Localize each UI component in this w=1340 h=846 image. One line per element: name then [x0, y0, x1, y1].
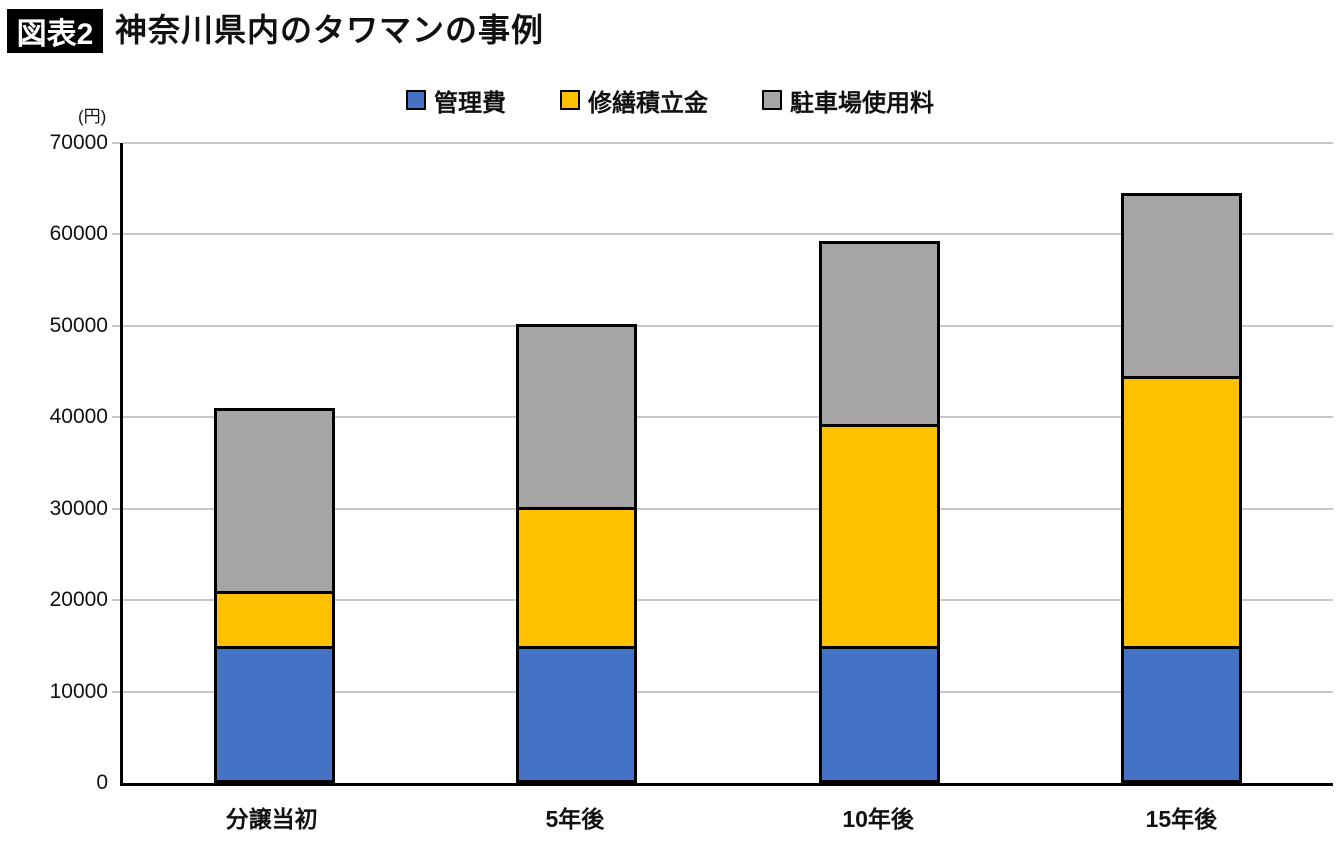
- gridline: [123, 507, 1333, 510]
- legend-label: 管理費: [434, 89, 506, 117]
- y-tick-mark: [112, 324, 120, 327]
- bar-slot-3: [1031, 143, 1334, 783]
- bar-slot-2: [728, 143, 1031, 783]
- legend-label: 駐車場使用料: [790, 89, 934, 117]
- bar-segment-駐車場使用料: [516, 324, 638, 510]
- plot-area: [112, 142, 1333, 786]
- stacked-bar-3: [1121, 143, 1243, 783]
- bar-slot-1: [426, 143, 729, 783]
- y-tick-label: 40000: [49, 405, 108, 429]
- figure-badge: 図表2: [7, 9, 103, 53]
- bar-slot-0: [123, 143, 426, 783]
- x-axis: 分譲当初 5年後 10年後 15年後: [120, 800, 1333, 834]
- gridline: [123, 416, 1333, 419]
- bar-segment-駐車場使用料: [1121, 193, 1243, 380]
- legend-swatch-icon: [762, 90, 782, 110]
- y-tick-mark: [112, 690, 120, 693]
- y-tick-mark: [112, 233, 120, 236]
- y-tick-label: 30000: [49, 496, 108, 520]
- y-tick-label: 20000: [49, 588, 108, 612]
- bar-segment-駐車場使用料: [818, 240, 940, 427]
- gridline: [123, 690, 1333, 693]
- gridline: [123, 142, 1333, 144]
- legend-item-1: 修繕積立金: [560, 83, 708, 118]
- stacked-bar-0: [213, 143, 335, 783]
- x-tick-label-3: 15年後: [1145, 806, 1218, 832]
- bar-segment-修繕積立金: [1121, 376, 1243, 649]
- stacked-bar-2: [818, 143, 940, 783]
- legend-swatch-icon: [560, 90, 580, 110]
- bar-segment-管理費: [818, 645, 940, 783]
- bar-segment-修繕積立金: [213, 591, 335, 649]
- x-tick-label-2: 10年後: [842, 806, 914, 832]
- bar-segment-管理費: [1121, 645, 1243, 783]
- figure-header: 図表2 神奈川県内のタワマンの事例: [7, 8, 544, 54]
- bar-segment-駐車場使用料: [213, 408, 335, 595]
- legend-label: 修繕積立金: [588, 89, 708, 117]
- y-tick-label: 70000: [49, 131, 108, 154]
- y-tick-mark: [112, 142, 120, 144]
- gridline: [123, 599, 1333, 602]
- bar-segment-修繕積立金: [818, 423, 940, 649]
- y-tick-mark: [112, 507, 120, 510]
- legend-item-0: 管理費: [406, 83, 506, 118]
- y-axis: 0 10000 20000 30000 40000 50000 60000 70000: [0, 132, 108, 794]
- y-tick-label: 10000: [49, 679, 108, 703]
- chart-legend: 管理費 修繕積立金 駐車場使用料: [0, 83, 1340, 117]
- y-tick-mark: [112, 416, 120, 419]
- bars-container: [123, 143, 1333, 783]
- bar-segment-管理費: [516, 645, 638, 783]
- bar-segment-管理費: [213, 645, 335, 783]
- gridline: [123, 233, 1333, 236]
- x-tick-label-0: 分譲当初: [225, 806, 318, 832]
- y-tick-label: 60000: [49, 222, 108, 246]
- y-tick-label: 0: [96, 771, 108, 794]
- x-tick-label-1: 5年後: [545, 806, 605, 832]
- y-axis-unit-label: (円): [78, 107, 107, 126]
- stacked-bar-1: [516, 143, 638, 783]
- gridline: [123, 324, 1333, 327]
- y-tick-mark: [112, 599, 120, 602]
- y-tick-label: 50000: [49, 313, 108, 337]
- legend-swatch-icon: [406, 90, 426, 110]
- legend-item-2: 駐車場使用料: [762, 83, 934, 118]
- bar-segment-修繕積立金: [516, 506, 638, 649]
- figure-title: 神奈川県内のタワマンの事例: [115, 12, 545, 49]
